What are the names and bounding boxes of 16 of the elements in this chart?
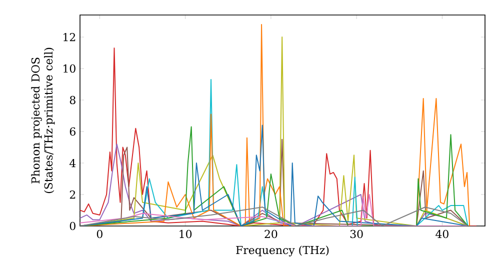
- x-axis-title: Frequency (THz): [236, 246, 329, 256]
- x-tick-label: 0: [96, 230, 102, 238]
- x-tick-label: 40: [436, 230, 448, 238]
- x-tick-label: 10: [180, 230, 192, 238]
- y-axis-title: Phonon projected DOS (States/THz·primitive cell): [31, 48, 55, 194]
- y-tick-label: 0: [70, 222, 76, 230]
- line-series: [80, 206, 468, 226]
- y-tick-label: 4: [70, 158, 76, 168]
- x-tick-label: 30: [350, 230, 363, 238]
- y-tick-label: 2: [70, 190, 76, 199]
- x-tick-label: 20: [264, 230, 278, 238]
- y-tick-label: 12: [64, 32, 76, 42]
- line-series: [80, 194, 468, 226]
- y-tick-label: 8: [70, 96, 76, 104]
- y-tick-label: 6: [70, 127, 76, 136]
- y-tick-label: 10: [64, 64, 76, 73]
